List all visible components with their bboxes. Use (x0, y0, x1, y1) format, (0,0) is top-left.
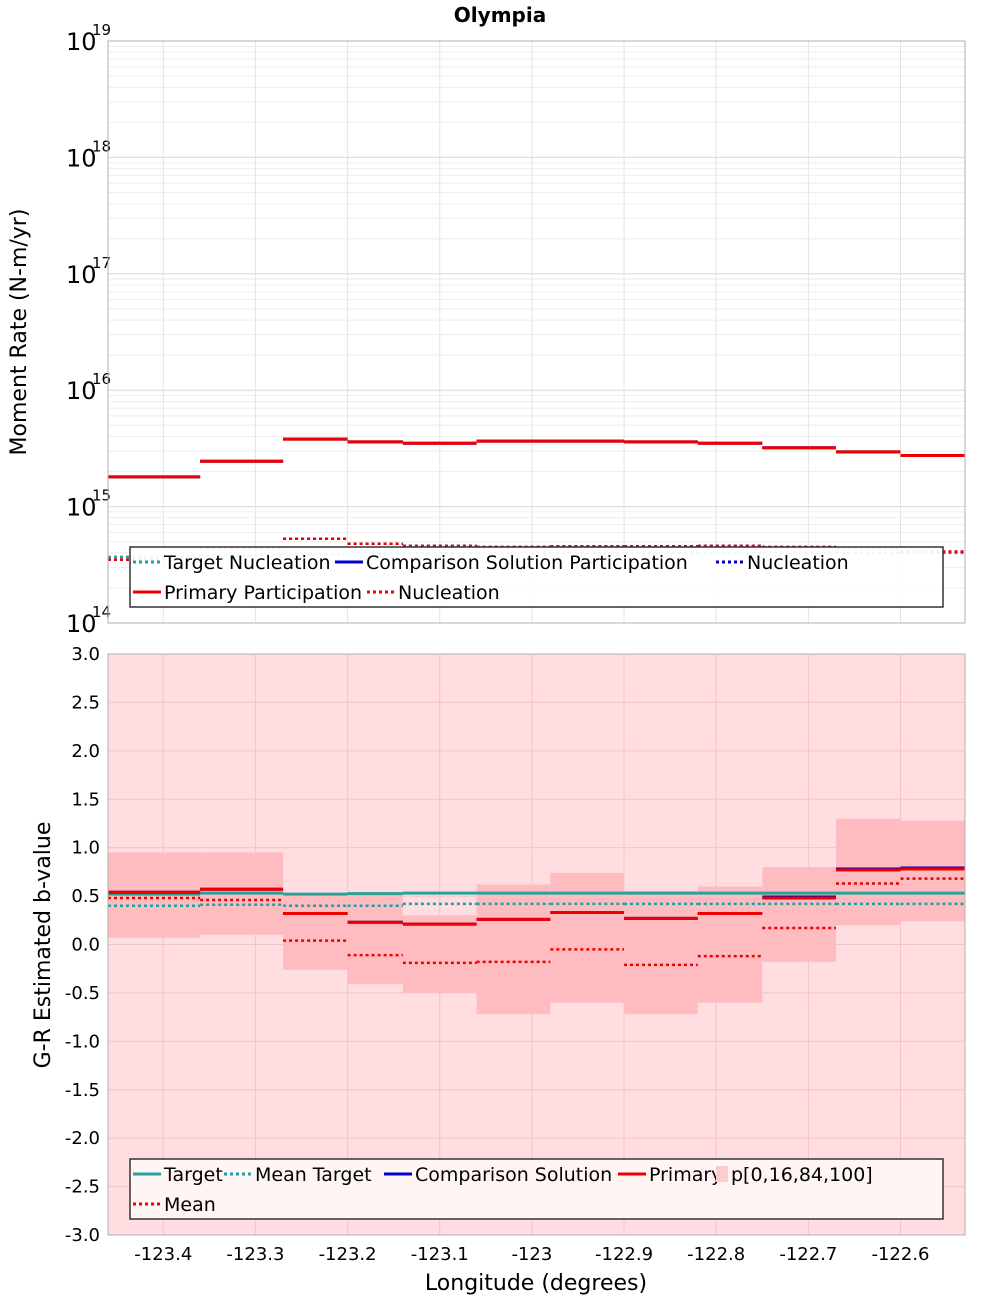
x-tick-label: -122.9 (595, 1244, 653, 1265)
bottom-y-tick-label: 1.5 (71, 789, 100, 810)
band-inner-segment (624, 891, 698, 1015)
x-tick-label: -123 (511, 1244, 552, 1265)
top-y-tick-exponent: 16 (92, 370, 111, 388)
x-tick-label: -122.7 (779, 1244, 837, 1265)
top-legend-label: Target Nucleation (163, 552, 331, 574)
band-inner-segment (283, 896, 348, 970)
top-y-tick-exponent: 19 (92, 21, 111, 39)
top-y-tick-label: 10 (66, 494, 97, 522)
bottom-legend (129, 1158, 944, 1220)
band-inner-segment (835, 818, 901, 926)
top-y-tick-label: 10 (66, 261, 97, 289)
top-legend-label: Nucleation (398, 582, 500, 604)
bottom-legend-label: Comparison Solution (415, 1164, 612, 1186)
bottom-y-tick-label: -3.0 (65, 1225, 100, 1246)
bottom-y-tick-label: 0.0 (71, 935, 100, 956)
x-tick-label: -123.4 (134, 1244, 192, 1265)
bottom-y-axis-label: G-R Estimated b-value (31, 822, 56, 1069)
band-inner-segment (402, 915, 477, 993)
top-legend-label: Comparison Solution Participation (366, 552, 688, 574)
top-y-tick-label: 10 (66, 28, 97, 56)
band-inner-segment (476, 884, 551, 1015)
bottom-y-tick-label: 0.5 (71, 886, 100, 907)
x-tick-label: -123.3 (226, 1244, 284, 1265)
top-legend-label: Nucleation (747, 552, 849, 574)
x-tick-label: -123.2 (319, 1244, 377, 1265)
bottom-y-tick-label: 2.5 (71, 692, 100, 713)
x-tick-label: -123.1 (411, 1244, 469, 1265)
top-y-tick-exponent: 18 (92, 137, 111, 155)
top-plot-border (107, 40, 966, 624)
b-value-panel: 3.0 2.5 2.0 1.5 1.0 0.5 0.0 -0.5 -1.0 -1.5 -2.0 -2.… (65, 644, 966, 1265)
band-inner-segment (347, 894, 403, 985)
top-y-tick-exponent: 14 (92, 603, 111, 621)
bottom-plot-border (107, 653, 966, 1236)
bottom-y-tick-label: -1.0 (65, 1031, 100, 1052)
bottom-legend-label: p[0,16,84,100] (731, 1164, 873, 1186)
band-inner-segment (762, 867, 836, 962)
bottom-y-tick-label: 2.0 (71, 741, 100, 762)
top-y-tick-exponent: 15 (92, 487, 111, 505)
bottom-legend-label: Target (163, 1164, 223, 1186)
band-inner-segment (697, 886, 763, 1003)
top-legend (129, 546, 944, 608)
chart-title: Olympia (454, 3, 546, 27)
top-y-axis-label: Moment Rate (N-m/yr) (7, 209, 32, 456)
top-y-tick-exponent: 17 (92, 254, 111, 272)
bottom-y-tick-label: -2.0 (65, 1128, 100, 1149)
bottom-y-tick-label: -2.5 (65, 1177, 100, 1198)
x-tick-label: -122.6 (871, 1244, 929, 1265)
top-y-tick-label: 10 (66, 377, 97, 405)
top-plot-background (108, 41, 965, 623)
top-legend-label: Primary Participation (164, 582, 362, 604)
bottom-y-tick-label: 1.0 (71, 838, 100, 859)
bottom-legend-label: Mean (164, 1194, 216, 1216)
bottom-legend-label: Mean Target (255, 1164, 372, 1186)
band-inner-segment (900, 820, 965, 922)
bottom-legend-label: Primary (649, 1164, 722, 1186)
x-axis-label: Longitude (degrees) (425, 1271, 647, 1296)
bottom-y-tick-label: -1.5 (65, 1080, 100, 1101)
bottom-legend-swatch (716, 1166, 728, 1182)
top-y-tick-label: 10 (66, 144, 97, 172)
bottom-y-tick-label: 3.0 (71, 644, 100, 665)
x-tick-label: -122.8 (687, 1244, 745, 1265)
top-y-tick-label: 10 (66, 610, 97, 638)
bottom-y-tick-label: -0.5 (65, 983, 100, 1004)
